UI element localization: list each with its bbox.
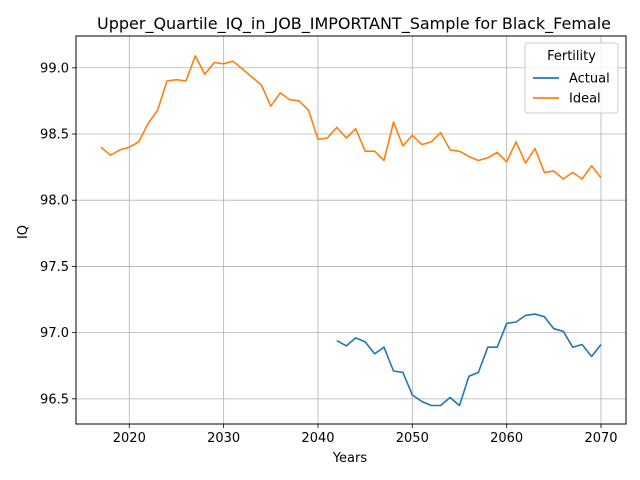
legend-entries: Actual Ideal — [533, 72, 610, 107]
legend-title: Fertility — [547, 49, 596, 64]
legend: Fertility Actual Ideal — [524, 42, 619, 114]
y-tick-label: 99.0 — [40, 61, 69, 76]
axis-ticks: 2020 2030 2040 2050 2060 2070 96.5 97.0 97.5 98.0… — [40, 61, 618, 446]
x-tick-label: 2050 — [396, 431, 429, 446]
y-axis-title: IQ — [16, 225, 31, 239]
chart-title: Upper_Quartile_IQ_in_JOB_IMPORTANT_Sampl… — [97, 14, 611, 34]
y-tick-label: 97.5 — [40, 260, 69, 275]
series-line-ideal — [100, 55, 602, 180]
x-axis-title: Years — [332, 451, 368, 466]
y-tick-label: 98.5 — [40, 127, 69, 142]
legend-label-actual: Actual — [569, 72, 610, 87]
x-tick-label: 2020 — [113, 431, 146, 446]
y-tick-label: 96.5 — [40, 392, 69, 407]
x-tick-label: 2070 — [584, 431, 617, 446]
legend-label-ideal: Ideal — [569, 92, 601, 107]
x-tick-label: 2040 — [301, 431, 334, 446]
y-tick-label: 98.0 — [40, 194, 69, 209]
plot-frame — [75, 35, 627, 425]
y-tick-label: 97.0 — [40, 326, 69, 341]
series-line-actual — [336, 313, 602, 407]
x-tick-label: 2060 — [490, 431, 523, 446]
x-tick-label: 2030 — [207, 431, 240, 446]
legend-box — [524, 42, 619, 114]
series-lines — [100, 55, 602, 407]
